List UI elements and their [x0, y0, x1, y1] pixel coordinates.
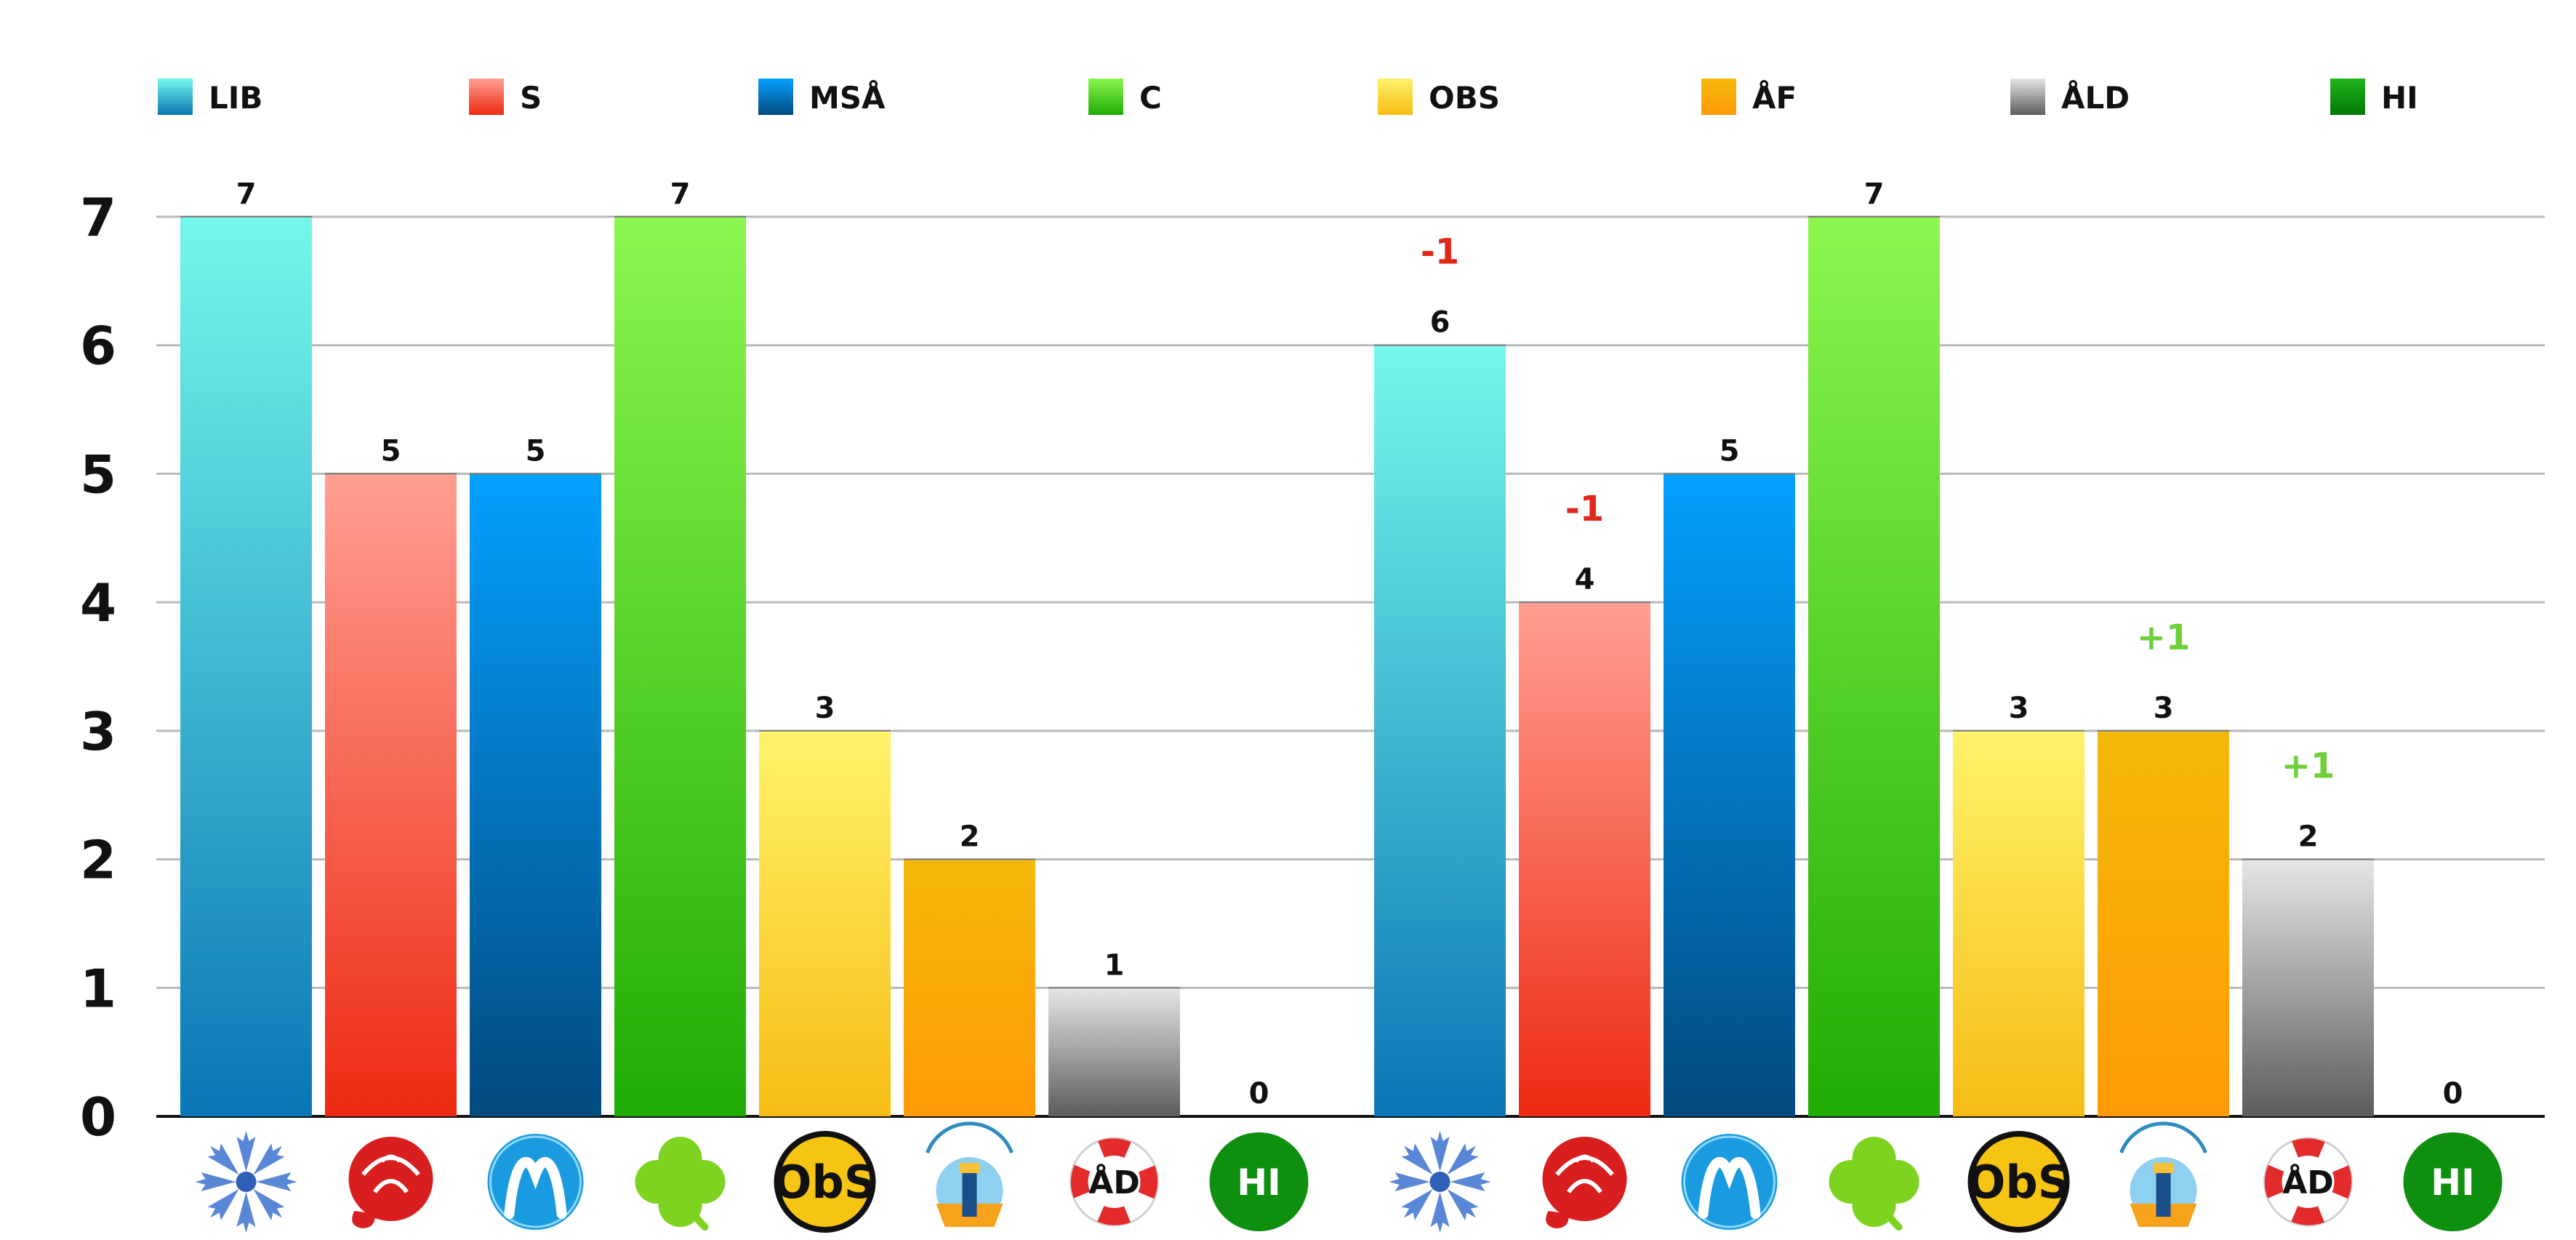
data-label: 4	[1575, 563, 1595, 596]
legend-label: C	[1139, 80, 1162, 116]
legend-label: ÅLD	[2061, 79, 2130, 116]
bar-msa	[1664, 473, 1795, 1116]
y-tick-label: 7	[80, 187, 116, 248]
bar-c	[614, 217, 746, 1116]
y-tick-label: 2	[80, 830, 116, 891]
obs-icon: ObS	[774, 1131, 877, 1233]
data-label: 5	[526, 434, 546, 468]
svg-text:ÅD: ÅD	[1088, 1163, 1140, 1201]
lifebuoy-icon: ÅD	[2263, 1137, 2353, 1227]
data-label: 5	[381, 434, 401, 468]
legend-swatch	[158, 79, 193, 115]
legend-swatch	[1378, 79, 1413, 115]
legend-item-msa: MSÅ	[758, 79, 886, 116]
clover-icon	[1829, 1137, 1919, 1231]
legend-label: MSÅ	[809, 79, 886, 116]
legend-item-ald: ÅLD	[2010, 79, 2130, 116]
cornflower-icon	[1389, 1131, 1491, 1233]
lighthouse-icon	[926, 1121, 1014, 1227]
hi-icon: HI	[1209, 1132, 1309, 1231]
svg-text:ObS: ObS	[774, 1156, 877, 1209]
y-tick-label: 4	[80, 572, 116, 633]
y-tick-label: 3	[80, 701, 116, 762]
legend-swatch	[2330, 79, 2365, 115]
data-label: 0	[1249, 1077, 1269, 1111]
bar-s	[325, 473, 457, 1116]
bar-msa	[470, 473, 601, 1116]
data-label: 0	[2443, 1077, 2463, 1111]
svg-text:HI: HI	[1237, 1161, 1280, 1204]
moderat-m-icon	[487, 1134, 584, 1230]
y-tick-label: 0	[80, 1087, 116, 1148]
legend-swatch	[1701, 79, 1736, 115]
data-label: 7	[670, 177, 691, 211]
hi-icon: HI	[2403, 1132, 2503, 1231]
svg-text:ObS: ObS	[1967, 1156, 2071, 1209]
legend-swatch	[2010, 79, 2045, 115]
bar-af	[904, 859, 1035, 1116]
clover-icon	[635, 1137, 726, 1231]
legend-label: LIB	[209, 80, 262, 116]
lifebuoy-icon: ÅD	[1070, 1137, 1159, 1227]
rose-icon	[1542, 1137, 1627, 1228]
legend-label: HI	[2381, 80, 2418, 116]
bar-ald	[2242, 859, 2374, 1116]
change-label: +1	[2282, 746, 2335, 787]
data-label: 6	[1430, 306, 1450, 340]
legend-item-s: S	[469, 79, 542, 116]
legend-label: OBS	[1429, 80, 1500, 116]
data-label: 3	[2154, 692, 2174, 725]
data-label: 7	[1864, 177, 1885, 211]
svg-text:ÅD: ÅD	[2282, 1163, 2334, 1201]
legend-item-c: C	[1088, 79, 1162, 116]
svg-text:HI: HI	[2431, 1161, 2474, 1204]
data-label: 2	[960, 820, 980, 854]
change-label: -1	[1421, 232, 1459, 273]
y-tick-label: 1	[80, 958, 116, 1019]
bar-lib	[1374, 345, 1506, 1116]
data-label: 3	[815, 692, 835, 725]
bar-obs	[1953, 730, 2085, 1116]
legend-swatch	[758, 79, 793, 115]
party-logos: ObS ÅD HI ObS ÅD HI	[195, 1121, 2503, 1233]
legend-swatch	[1088, 79, 1123, 115]
cornflower-icon	[195, 1131, 297, 1233]
change-label: +1	[2137, 617, 2191, 658]
data-label: 7	[236, 177, 257, 211]
data-label: 5	[1720, 434, 1740, 468]
bar-c	[1808, 217, 1940, 1116]
bar-obs	[759, 730, 891, 1116]
legend-item-hi: HI	[2330, 79, 2418, 116]
value-labels: 7 5 5 7 3 2 1 0 6 -1 4 -1 5 7 3 3 +1 2 +1 0	[236, 177, 2463, 1111]
legend: LIB S MSÅ C OBS ÅF ÅLD HI	[158, 79, 2418, 116]
legend-label: S	[520, 80, 542, 116]
bar-s	[1519, 602, 1650, 1116]
legend-label: ÅF	[1752, 79, 1797, 116]
lighthouse-icon	[2119, 1121, 2207, 1227]
bar-af	[2098, 730, 2229, 1116]
data-label: 1	[1104, 948, 1125, 982]
rose-icon	[348, 1137, 433, 1228]
data-label: 2	[2298, 820, 2319, 854]
change-label: -1	[1565, 489, 1604, 529]
data-label: 3	[2009, 692, 2029, 725]
moderat-m-icon	[1681, 1134, 1778, 1230]
legend-item-af: ÅF	[1701, 79, 1797, 116]
bar-ald	[1048, 988, 1180, 1116]
y-axis: 0 1 2 3 4 5 6 7	[80, 187, 116, 1148]
y-tick-label: 5	[80, 444, 116, 505]
obs-icon: ObS	[1967, 1131, 2071, 1233]
bars	[180, 216, 2374, 1116]
y-tick-label: 6	[80, 316, 116, 377]
legend-swatch	[469, 79, 504, 115]
legend-item-obs: OBS	[1378, 79, 1500, 116]
legend-item-lib: LIB	[158, 79, 262, 116]
bar-lib	[180, 217, 312, 1116]
